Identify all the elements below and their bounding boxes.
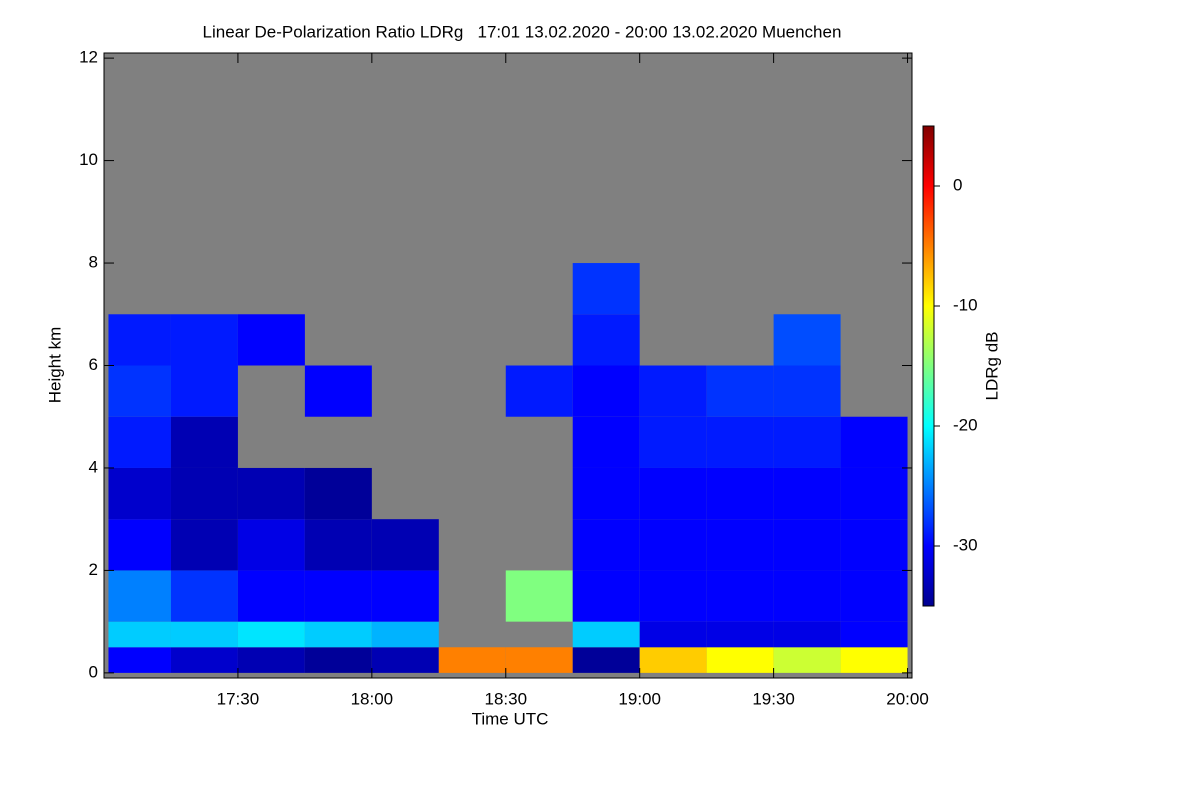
colorbar-tick-label: -20 xyxy=(953,415,978,434)
heatmap-cell xyxy=(237,467,305,520)
heatmap-cell xyxy=(108,570,171,622)
heatmap-cell xyxy=(572,416,640,468)
heatmap-cell xyxy=(706,647,774,673)
heatmap-cell xyxy=(108,467,171,520)
heatmap-cell xyxy=(304,647,372,673)
heatmap-cell xyxy=(840,647,908,673)
y-tick-label: 12 xyxy=(79,48,98,67)
heatmap-cell xyxy=(572,263,640,315)
heatmap-cell xyxy=(371,621,439,648)
heatmap-cell xyxy=(170,519,238,571)
x-tick-label: 19:00 xyxy=(618,689,661,708)
y-tick-label: 8 xyxy=(89,253,98,272)
y-tick-label: 4 xyxy=(89,457,98,476)
heatmap-cell xyxy=(572,467,640,520)
heatmap-cell xyxy=(773,467,841,520)
heatmap-cell xyxy=(108,621,171,648)
heatmap-cell xyxy=(572,621,640,648)
heatmap-cell xyxy=(572,314,640,366)
heatmap-cell xyxy=(304,467,372,520)
heatmap-cell xyxy=(639,416,707,468)
heatmap-cell xyxy=(572,365,640,417)
chart-title: Linear De-Polarization Ratio LDRg 17:01 … xyxy=(203,22,842,41)
heatmap-cell xyxy=(840,570,908,622)
heatmap-cell xyxy=(639,570,707,622)
y-axis-label: Height km xyxy=(45,327,64,404)
colorbar-tick-label: -30 xyxy=(953,535,978,554)
heatmap-cell xyxy=(505,570,573,622)
heatmap-cell xyxy=(773,314,841,366)
heatmap-cell xyxy=(108,416,171,468)
heatmap-cell xyxy=(773,647,841,673)
heatmap-cell xyxy=(108,519,171,571)
heatmap-cell xyxy=(237,621,305,648)
heatmap-cell xyxy=(438,647,506,673)
heatmap-cell xyxy=(572,519,640,571)
heatmap-cell xyxy=(706,621,774,648)
heatmap-cell xyxy=(706,570,774,622)
heatmap-cell xyxy=(706,519,774,571)
heatmap-cell xyxy=(371,519,439,571)
heatmap-cell xyxy=(505,647,573,673)
heatmap-cell xyxy=(572,570,640,622)
x-tick-label: 20:00 xyxy=(886,689,929,708)
heatmap-cell xyxy=(706,365,774,417)
colorbar-tick-label: -10 xyxy=(953,295,978,314)
heatmap-cell xyxy=(304,365,372,417)
heatmap-cell xyxy=(773,621,841,648)
heatmap-cell xyxy=(840,416,908,468)
heatmap-cell xyxy=(639,621,707,648)
heatmap-cell xyxy=(170,621,238,648)
x-tick-label: 19:30 xyxy=(752,689,795,708)
heatmap-cell xyxy=(639,519,707,571)
colorbar xyxy=(922,125,935,607)
heatmap-cell xyxy=(505,365,573,417)
x-axis-label: Time UTC xyxy=(472,709,549,728)
heatmap-cell xyxy=(170,416,238,468)
heatmap-cell xyxy=(304,570,372,622)
heatmap-cell xyxy=(371,570,439,622)
heatmap-cell xyxy=(170,647,238,673)
heatmap-cell xyxy=(237,314,305,366)
colorbar-tick-label: 0 xyxy=(953,175,962,194)
heatmap-cell xyxy=(639,647,707,673)
x-tick-label: 18:00 xyxy=(351,689,394,708)
heatmap-cell xyxy=(840,467,908,520)
heatmap-cell xyxy=(840,519,908,571)
y-tick-label: 6 xyxy=(89,355,98,374)
heatmap-cell xyxy=(108,647,171,673)
heatmap-cell xyxy=(108,314,171,366)
heatmap-cell xyxy=(237,570,305,622)
heatmap-cell xyxy=(840,621,908,648)
colorbar-label: LDRg dB xyxy=(982,332,1001,401)
heatmap-cell xyxy=(304,519,372,571)
y-tick-label: 2 xyxy=(89,560,98,579)
y-tick-label: 0 xyxy=(89,662,98,681)
heatmap-cell xyxy=(639,365,707,417)
heatmap-cell xyxy=(773,570,841,622)
heatmap-cell xyxy=(371,647,439,673)
heatmap-cell xyxy=(237,519,305,571)
heatmap-cell xyxy=(706,416,774,468)
heatmap-cell xyxy=(170,467,238,520)
x-tick-label: 18:30 xyxy=(484,689,527,708)
heatmap-cell xyxy=(170,570,238,622)
heatmap-cell xyxy=(237,647,305,673)
heatmap-cell xyxy=(639,467,707,520)
heatmap-cell xyxy=(773,365,841,417)
y-tick-label: 10 xyxy=(79,150,98,169)
heatmap-cell xyxy=(304,621,372,648)
heatmap-cell xyxy=(170,365,238,417)
heatmap-cell xyxy=(108,365,171,417)
heatmap-cell xyxy=(170,314,238,366)
heatmap-cell xyxy=(773,519,841,571)
heatmap-cell xyxy=(773,416,841,468)
x-tick-label: 17:30 xyxy=(217,689,260,708)
heatmap-cell xyxy=(706,467,774,520)
heatmap-cell xyxy=(572,647,640,673)
